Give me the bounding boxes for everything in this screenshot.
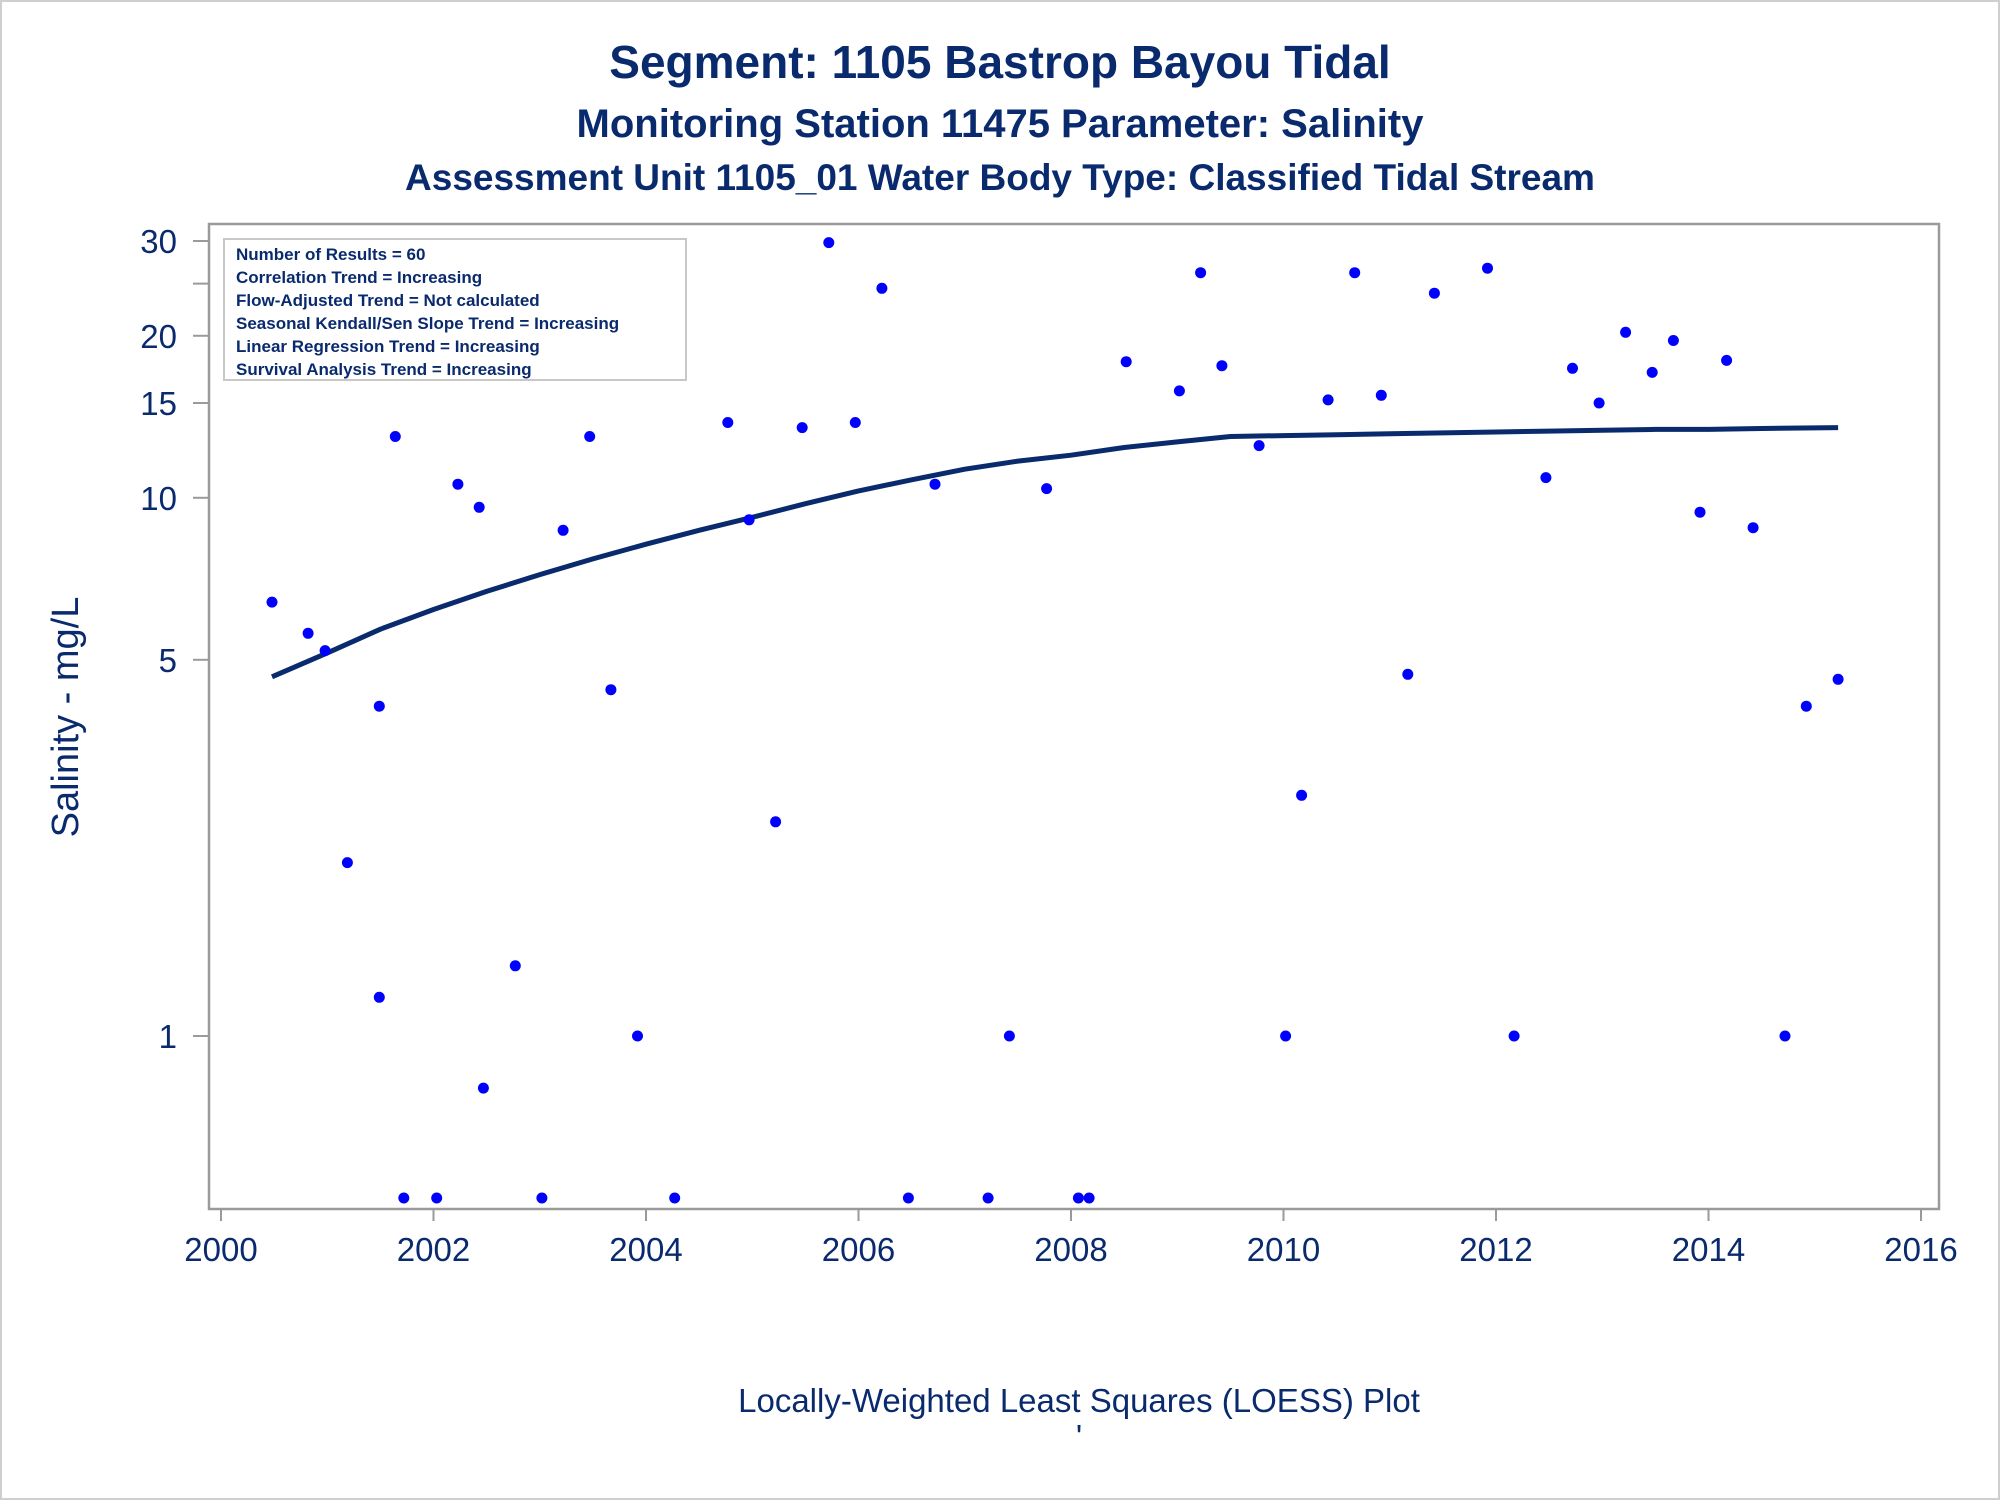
- x-tick-label: 2010: [1247, 1231, 1320, 1268]
- salinity-data-point: [431, 1192, 443, 1204]
- salinity-data-point: [1120, 356, 1132, 368]
- y-tick-label: 30: [140, 223, 177, 260]
- salinity-data-point: [1800, 700, 1812, 712]
- salinity-data-point: [536, 1192, 548, 1204]
- salinity-data-point: [1280, 1030, 1292, 1042]
- stats-number-of-results: Number of Results = 60: [236, 245, 425, 264]
- salinity-data-point: [473, 501, 485, 513]
- y-tick-label: 15: [140, 385, 177, 422]
- x-tick-label: 2000: [184, 1231, 257, 1268]
- salinity-data-point: [1482, 262, 1493, 274]
- salinity-data-point: [1567, 362, 1578, 374]
- salinity-data-point: [743, 514, 755, 526]
- salinity-data-point: [632, 1030, 643, 1042]
- chart-title: Segment: 1105 Bastrop Bayou Tidal: [609, 36, 1390, 88]
- salinity-data-point: [302, 627, 314, 639]
- salinity-data-point: [1253, 440, 1265, 452]
- x-tick-label: 2002: [397, 1231, 470, 1268]
- salinity-data-point: [373, 991, 385, 1003]
- stats-linear-regression-trend: Linear Regression Trend = Increasing: [236, 337, 540, 356]
- stats-correlation-trend: Correlation Trend = Increasing: [236, 268, 482, 287]
- salinity-data-point: [1694, 506, 1706, 518]
- salinity-data-point: [1296, 789, 1308, 801]
- y-tick-label: 20: [140, 318, 177, 355]
- chart-subtitle: Monitoring Station 11475 Parameter: Sali…: [577, 102, 1425, 146]
- salinity-data-point: [876, 282, 888, 294]
- salinity-data-point: [1832, 673, 1844, 685]
- x-tick-label: 2014: [1672, 1231, 1745, 1268]
- salinity-data-point: [1349, 267, 1361, 279]
- salinity-data-point: [1646, 366, 1658, 378]
- salinity-data-point: [1779, 1030, 1791, 1042]
- stats-box-border: [223, 238, 687, 381]
- stats-seasonal-kendall-trend: Seasonal Kendall/Sen Slope Trend = Incre…: [236, 314, 619, 333]
- scatter-points-group: [266, 237, 1844, 1204]
- salinity-data-point: [849, 417, 861, 428]
- loess-curve: [271, 425, 1839, 680]
- salinity-data-point: [1508, 1030, 1520, 1042]
- salinity-data-point: [1402, 668, 1414, 680]
- salinity-data-point: [341, 857, 353, 869]
- y-axis-label: Salinity - mg/L: [45, 597, 87, 838]
- x-tick-label: 2012: [1459, 1231, 1532, 1268]
- salinity-data-point: [1322, 394, 1334, 406]
- x-tick-label: 2008: [1034, 1231, 1107, 1268]
- salinity-data-point: [722, 417, 734, 428]
- stats-box: Number of Results = 60 Correlation Trend…: [223, 238, 687, 381]
- salinity-data-point: [1003, 1030, 1015, 1042]
- salinity-data-point: [509, 960, 521, 972]
- salinity-data-point: [1593, 397, 1605, 409]
- salinity-data-point: [1072, 1192, 1084, 1204]
- chart-subtitle-2: Assessment Unit 1105_01 Water Body Type:…: [405, 157, 1595, 198]
- salinity-data-point: [1216, 360, 1228, 372]
- salinity-data-point: [1375, 389, 1387, 401]
- salinity-data-point: [1540, 472, 1552, 484]
- salinity-data-point: [1667, 335, 1679, 346]
- x-axis: 2000 2002 2004 2006 2008 2010 2012 2014 2016: [184, 1208, 1958, 1268]
- x-tick-label: 2016: [1884, 1231, 1957, 1268]
- salinity-data-point: [902, 1192, 914, 1204]
- salinity-data-point: [669, 1192, 681, 1204]
- y-tick-label: 10: [140, 480, 177, 517]
- salinity-data-point: [1173, 385, 1185, 397]
- salinity-data-point: [982, 1192, 994, 1204]
- salinity-data-point: [477, 1082, 489, 1094]
- salinity-data-point: [389, 431, 401, 442]
- loess-curve-group: [271, 425, 1839, 680]
- salinity-data-point: [605, 684, 617, 696]
- salinity-data-point: [1083, 1192, 1095, 1204]
- salinity-data-point: [452, 478, 464, 490]
- y-tick-label: 1: [159, 1018, 177, 1055]
- footnote-mark: ': [1076, 1418, 1082, 1455]
- salinity-data-point: [929, 478, 941, 490]
- stats-flow-adjusted-trend: Flow-Adjusted Trend = Not calculated: [236, 291, 540, 310]
- salinity-data-point: [373, 700, 385, 712]
- salinity-data-point: [823, 237, 835, 249]
- salinity-data-point: [1195, 267, 1207, 279]
- salinity-data-point: [557, 524, 569, 536]
- salinity-data-point: [584, 431, 596, 442]
- salinity-data-point: [796, 422, 808, 434]
- salinity-data-point: [1721, 354, 1733, 366]
- salinity-data-point: [319, 645, 331, 657]
- salinity-data-point: [770, 816, 782, 828]
- x-tick-label: 2006: [822, 1231, 895, 1268]
- y-tick-label: 5: [159, 642, 177, 679]
- salinity-data-point: [1041, 483, 1053, 495]
- salinity-data-point: [1747, 522, 1759, 534]
- x-tick-label: 2004: [609, 1231, 682, 1268]
- salinity-data-point: [1620, 326, 1632, 338]
- x-axis-label: Locally-Weighted Least Squares (LOESS) P…: [738, 1382, 1420, 1419]
- salinity-data-point: [266, 596, 278, 608]
- salinity-data-point: [398, 1192, 410, 1204]
- stats-survival-analysis-trend: Survival Analysis Trend = Increasing: [236, 360, 532, 379]
- salinity-data-point: [1428, 287, 1440, 299]
